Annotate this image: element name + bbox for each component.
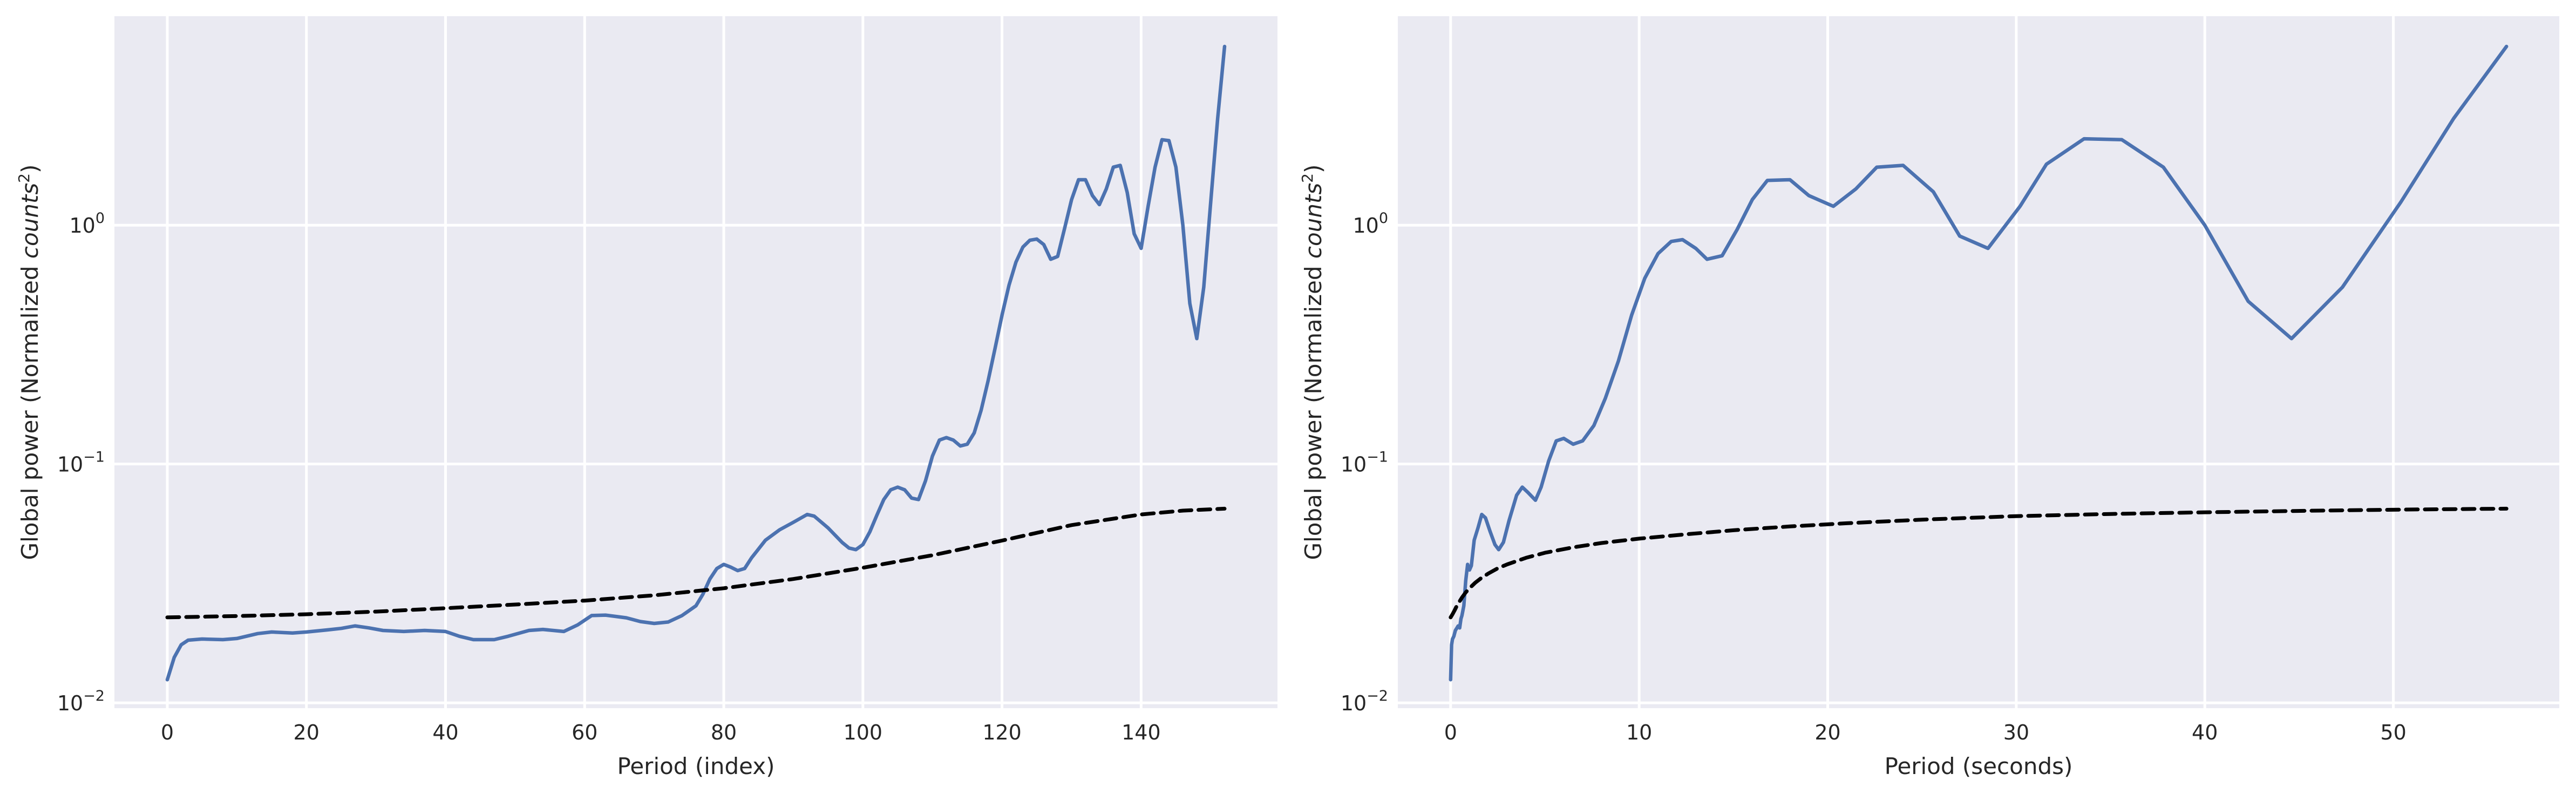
x-tick-label: 0 [1444,721,1457,744]
x-tick-label: 10 [1626,721,1652,744]
x-tick-label: 20 [1814,721,1840,744]
x-tick-label: 40 [2192,721,2218,744]
x-tick-label: 120 [982,721,1022,744]
y-tick-label: 10−2 [1341,688,1388,715]
right-chart-panel: 0 10 20 30 40 50 10−2 10−1 100 Period (seconds) Gl… [1299,16,2559,779]
y-tick-label: 10−2 [57,688,105,715]
left-chart-panel: 0 20 40 60 80 100 120 140 10−2 10−1 100 Period (ind… [15,16,1277,779]
y-axis-label: Global power (Normalized counts2) [15,164,43,560]
global-power-line [1449,44,2509,682]
x-tick-label: 80 [711,721,737,744]
y-tick-label: 100 [69,210,105,237]
y-tick-label: 10−1 [1341,449,1388,477]
y-axis-label: Global power (Normalized counts2) [1299,164,1327,560]
x-tick-label: 40 [432,721,458,744]
x-tick-label: 20 [294,721,320,744]
y-tick-label: 100 [1352,210,1388,237]
x-tick-label: 30 [2003,721,2029,744]
y-tick-label: 10−1 [57,449,105,477]
x-axis-label: Period (index) [617,753,775,779]
x-tick-label: 0 [161,721,174,744]
x-tick-label: 60 [572,721,597,744]
x-tick-label: 100 [844,721,883,744]
x-axis-label: Period (seconds) [1885,753,2073,779]
global-power-line [165,44,1227,682]
plot-area [1398,16,2559,708]
significance-dashed-line [1449,506,2509,620]
significance-dashed-line [165,506,1227,620]
x-tick-label: 50 [2380,721,2406,744]
x-tick-label: 140 [1122,721,1161,744]
